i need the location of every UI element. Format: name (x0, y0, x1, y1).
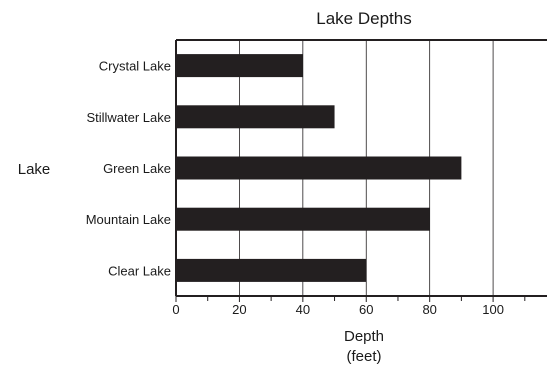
x-tick-label-0: 0 (172, 302, 179, 317)
axes (175, 39, 547, 297)
x-tick-label-20: 20 (232, 302, 246, 317)
x-tick-label-100: 100 (482, 302, 504, 317)
category-labels: Crystal Lake Stillwater Lake Green Lake Mou… (86, 59, 171, 279)
x-tick-label-80: 80 (422, 302, 436, 317)
bars (176, 54, 462, 282)
x-tick-label-40: 40 (296, 302, 310, 317)
category-label-mountain-lake: Mountain Lake (86, 212, 171, 227)
x-axis-ticks: 0 20 40 60 80 100 (172, 296, 526, 317)
category-label-stillwater-lake: Stillwater Lake (86, 110, 171, 125)
bar-stillwater-lake (176, 105, 335, 129)
bar-green-lake (176, 156, 462, 180)
category-label-clear-lake: Clear Lake (108, 263, 171, 278)
chart-title: Lake Depths (316, 9, 411, 28)
x-axis-title-line-2: (feet) (346, 348, 381, 365)
bar-crystal-lake (176, 54, 303, 78)
x-axis-title-line-1: Depth (344, 328, 384, 345)
category-label-crystal-lake: Crystal Lake (99, 59, 171, 74)
bar-mountain-lake (176, 207, 430, 231)
bar-clear-lake (176, 258, 367, 282)
x-tick-label-60: 60 (359, 302, 373, 317)
y-axis-title: Lake (18, 161, 51, 178)
category-label-green-lake: Green Lake (103, 161, 171, 176)
